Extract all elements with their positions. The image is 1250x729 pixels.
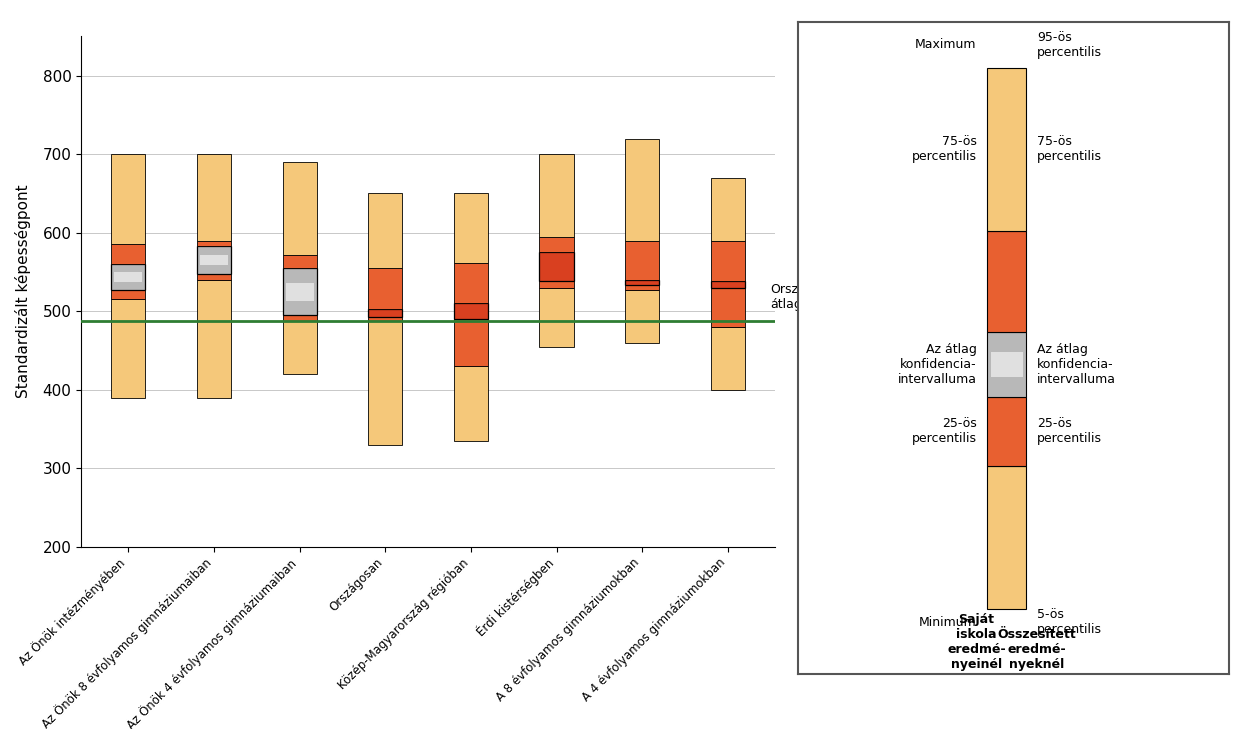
Bar	[369, 193, 402, 268]
Bar	[454, 319, 488, 366]
Bar	[454, 193, 488, 262]
Bar	[198, 241, 231, 246]
Bar	[200, 254, 228, 265]
Text: Az átlag
konfidencia-
intervalluma: Az átlag konfidencia- intervalluma	[1036, 343, 1116, 386]
Bar	[369, 309, 402, 316]
Bar	[111, 264, 145, 290]
Bar	[282, 315, 316, 321]
Bar	[198, 280, 231, 397]
Text: A 8 évfolyamos gimnáziumokban: A 8 évfolyamos gimnáziumokban	[494, 556, 642, 704]
Bar	[625, 241, 660, 280]
Text: Az Önök 8 évfolyamos gimnáziumaiban: Az Önök 8 évfolyamos gimnáziumaiban	[39, 556, 214, 729]
Bar	[454, 303, 488, 319]
Text: Minimum: Minimum	[919, 615, 976, 628]
Bar	[711, 327, 745, 390]
Bar	[711, 281, 745, 288]
Bar	[369, 316, 402, 321]
Bar	[988, 466, 1026, 609]
Text: Országos
átlag: Országos átlag	[771, 284, 829, 311]
Bar	[988, 397, 1026, 466]
Bar	[540, 155, 574, 237]
Bar	[114, 272, 142, 282]
Text: A 4 évfolyamos gimnáziumokban: A 4 évfolyamos gimnáziumokban	[580, 556, 727, 704]
Bar	[988, 332, 1026, 397]
Bar	[454, 262, 488, 303]
Bar	[282, 254, 316, 268]
Text: 5-ös
percentilis: 5-ös percentilis	[1036, 608, 1101, 636]
Text: Összesített
eredmé-
nyeknél: Összesített eredmé- nyeknél	[998, 628, 1076, 671]
Bar	[369, 268, 402, 309]
Text: Az átlag
konfidencia-
intervalluma: Az átlag konfidencia- intervalluma	[898, 343, 976, 386]
Text: 25-ös
percentilis: 25-ös percentilis	[1036, 417, 1101, 445]
Bar	[711, 241, 745, 281]
Text: Az Önök intézményében: Az Önök intézményében	[16, 556, 129, 668]
Text: 95-ös
percentilis: 95-ös percentilis	[1036, 31, 1101, 59]
Bar	[988, 230, 1026, 332]
Bar	[991, 352, 1022, 377]
Bar	[282, 162, 316, 254]
Bar	[540, 252, 574, 281]
Bar	[111, 155, 145, 244]
Text: 75-ös
percentilis: 75-ös percentilis	[1036, 135, 1101, 163]
Bar	[282, 321, 316, 374]
Bar	[540, 237, 574, 252]
Bar	[625, 285, 660, 290]
Bar	[285, 283, 314, 300]
Text: Közép-Magyarország régióban: Közép-Magyarország régióban	[335, 556, 471, 692]
Text: 25-ös
percentilis: 25-ös percentilis	[911, 417, 976, 445]
Bar	[111, 244, 145, 264]
Bar	[711, 178, 745, 241]
Text: Érdi kistérségben: Érdi kistérségben	[474, 556, 556, 639]
Bar	[198, 246, 231, 273]
Bar	[111, 290, 145, 300]
Bar	[198, 273, 231, 280]
Bar	[988, 68, 1026, 230]
Bar	[625, 139, 660, 241]
Bar	[454, 366, 488, 441]
Text: Saját
iskola
eredmé-
nyeinél: Saját iskola eredmé- nyeinél	[948, 613, 1006, 671]
Bar	[111, 300, 145, 397]
Bar	[711, 288, 745, 327]
Text: Az Önök 4 évfolyamos gimnáziumaiban: Az Önök 4 évfolyamos gimnáziumaiban	[124, 556, 300, 729]
Bar	[625, 280, 660, 285]
Text: 75-ös
percentilis: 75-ös percentilis	[911, 135, 976, 163]
Bar	[369, 321, 402, 445]
Bar	[540, 288, 574, 346]
Bar	[625, 290, 660, 343]
Text: Országosan: Országosan	[328, 556, 385, 615]
Bar	[540, 281, 574, 288]
Bar	[282, 268, 316, 315]
Y-axis label: Standardizált képességpont: Standardizált képességpont	[15, 184, 31, 399]
Text: Maximum: Maximum	[915, 38, 976, 51]
Bar	[198, 155, 231, 241]
